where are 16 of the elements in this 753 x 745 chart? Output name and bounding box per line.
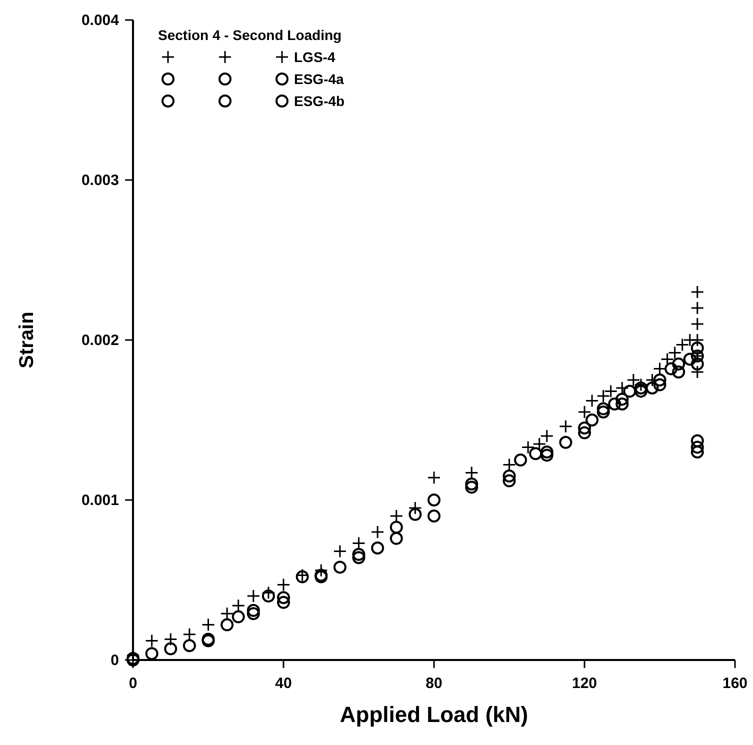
legend-label: ESG-4b: [294, 93, 345, 109]
y-tick-label: 0.001: [81, 492, 119, 509]
y-tick-label: 0.003: [81, 172, 119, 189]
x-tick-label: 160: [722, 675, 748, 692]
x-tick-label: 40: [275, 675, 292, 692]
y-tick-label: 0: [110, 652, 119, 669]
x-tick-label: 120: [572, 675, 598, 692]
legend-label: ESG-4a: [294, 71, 344, 87]
x-tick-label: 80: [426, 675, 442, 692]
x-tick-label: 0: [128, 675, 138, 692]
x-axis-title: Applied Load (kN): [340, 702, 528, 727]
y-tick-label: 0.004: [81, 12, 120, 29]
y-tick-label: 0.002: [81, 332, 119, 349]
legend-label: LGS-4: [294, 49, 336, 65]
legend-title: Section 4 - Second Loading: [158, 27, 342, 43]
y-axis-title: Strain: [16, 312, 38, 368]
